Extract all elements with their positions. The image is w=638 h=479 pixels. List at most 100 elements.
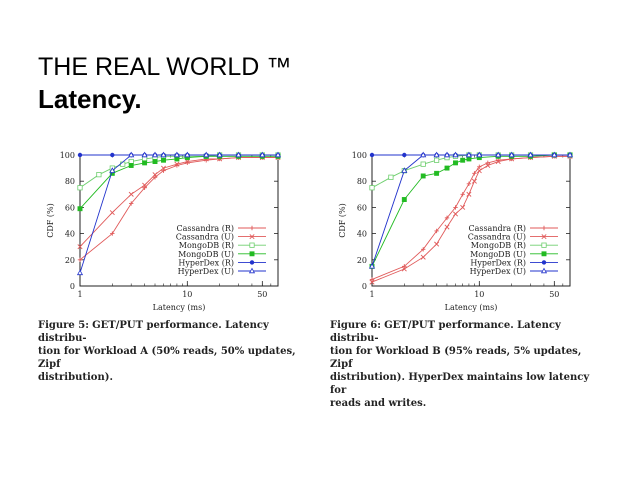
x-axis-label: Latency (ms) bbox=[153, 303, 206, 312]
y-tick-label: 60 bbox=[65, 203, 75, 212]
data-point-cassandra-r bbox=[466, 181, 472, 187]
x-tick-label: 1 bbox=[77, 290, 82, 299]
data-point-mongodb-u bbox=[142, 160, 148, 166]
figure-6-caption: Figure 6: GET/PUT performance. Latency d… bbox=[330, 319, 600, 410]
data-point-cassandra-r bbox=[77, 257, 83, 262]
y-tick-label: 60 bbox=[357, 203, 367, 212]
figure-6-label: Figure 6: bbox=[330, 320, 381, 331]
data-point-cassandra-r bbox=[142, 185, 147, 190]
data-point-cassandra-u bbox=[444, 224, 450, 230]
data-point-mongodb-u bbox=[152, 159, 158, 165]
legend-marker bbox=[541, 234, 547, 240]
legend-label: MongoDB (R) bbox=[179, 241, 234, 250]
figure-5-caption-line: distribution). bbox=[38, 372, 113, 383]
data-point-cassandra-u bbox=[485, 162, 491, 168]
data-point-mongodb-u bbox=[401, 197, 407, 202]
series-hyperdex-u bbox=[368, 151, 574, 269]
slide-title: THE REAL WORLD ™ bbox=[38, 53, 292, 81]
data-point-cassandra-u bbox=[434, 241, 440, 247]
legend-marker bbox=[541, 260, 547, 265]
data-point-cassandra-u bbox=[174, 161, 180, 167]
data-point-cassandra-r bbox=[161, 168, 166, 173]
legend-marker bbox=[248, 267, 256, 274]
data-point-cassandra-u bbox=[142, 182, 148, 188]
data-point-hyperdex-u bbox=[433, 151, 440, 158]
x-tick-label: 10 bbox=[182, 290, 192, 299]
data-point-hyperdex-u bbox=[160, 151, 167, 158]
data-point-cassandra-r bbox=[110, 231, 115, 236]
data-point-hyperdex-u bbox=[173, 151, 180, 158]
data-point-cassandra-u bbox=[460, 204, 466, 210]
data-point-hyperdex-u bbox=[128, 151, 135, 158]
figure-5-caption: Figure 5: GET/PUT performance. Latency d… bbox=[38, 319, 300, 384]
data-point-cassandra-r bbox=[485, 160, 491, 166]
data-point-mongodb-r bbox=[96, 172, 102, 178]
data-point-hyperdex-r bbox=[110, 152, 115, 158]
data-point-hyperdex-r bbox=[402, 152, 407, 158]
data-point-hyperdex-u bbox=[235, 151, 242, 158]
y-tick-label: 20 bbox=[357, 256, 367, 265]
data-point-mongodb-r bbox=[369, 185, 375, 191]
data-point-hyperdex-r bbox=[369, 152, 375, 158]
data-point-mongodb-u bbox=[434, 170, 440, 176]
y-tick-label: 100 bbox=[352, 151, 367, 160]
data-point-cassandra-r bbox=[402, 264, 407, 269]
data-point-cassandra-r bbox=[152, 175, 158, 180]
data-point-cassandra-u bbox=[369, 279, 375, 285]
data-point-hyperdex-u bbox=[203, 151, 210, 158]
data-point-mongodb-u bbox=[77, 206, 83, 212]
data-point-hyperdex-u bbox=[443, 151, 451, 158]
data-point-mongodb-r bbox=[388, 174, 394, 180]
legend-label: MongoDB (U) bbox=[470, 250, 526, 259]
latency-cdf-chart-workload-a: 0 20 40 60 80 100 1 10 50 Latency (ms) CDF (%) Cass… bbox=[46, 151, 282, 312]
data-point-cassandra-r bbox=[460, 192, 465, 197]
data-point-cassandra-r bbox=[129, 201, 134, 206]
data-point-cassandra-u bbox=[184, 159, 190, 165]
data-point-cassandra-u bbox=[471, 178, 477, 184]
figure-6-caption-line: GET/PUT performance. Latency distribu- bbox=[330, 320, 561, 344]
data-point-cassandra-r bbox=[472, 171, 477, 176]
legend-label: HyperDex (U) bbox=[470, 267, 526, 276]
legend-label: Cassandra (U) bbox=[468, 233, 526, 242]
legend: Cassandra (R)Cassandra (U)MongoDB (R)Mon… bbox=[176, 224, 266, 276]
figure-6-caption-line: reads and writes. bbox=[330, 398, 427, 409]
data-point-cassandra-u bbox=[420, 254, 426, 260]
data-point-mongodb-u bbox=[453, 160, 458, 166]
figure-6-caption-line: distribution). HyperDex maintains low la… bbox=[330, 372, 590, 396]
figure-5-label: Figure 5: bbox=[38, 320, 89, 331]
data-point-cassandra-r bbox=[369, 277, 375, 282]
data-point-hyperdex-r bbox=[77, 152, 83, 158]
data-point-cassandra-u bbox=[152, 172, 158, 178]
data-point-mongodb-u bbox=[174, 156, 180, 162]
data-point-hyperdex-u bbox=[420, 151, 427, 158]
y-tick-label: 40 bbox=[65, 230, 75, 239]
data-point-mongodb-r bbox=[420, 161, 426, 167]
legend-marker bbox=[249, 251, 255, 257]
legend-marker bbox=[541, 251, 547, 257]
data-point-hyperdex-u bbox=[527, 151, 534, 158]
legend-label: Cassandra (R) bbox=[176, 224, 234, 233]
data-point-mongodb-r bbox=[77, 185, 83, 191]
data-point-cassandra-u bbox=[476, 168, 482, 174]
data-point-hyperdex-u bbox=[368, 262, 376, 269]
y-tick-label: 100 bbox=[60, 151, 75, 160]
legend-label: HyperDex (R) bbox=[470, 258, 526, 267]
y-axis-label: CDF (%) bbox=[338, 203, 347, 237]
legend-label: HyperDex (R) bbox=[178, 258, 234, 267]
x-tick-label: 50 bbox=[257, 290, 267, 299]
legend-marker bbox=[249, 234, 255, 240]
data-point-mongodb-u bbox=[420, 173, 426, 179]
data-point-mongodb-u bbox=[466, 156, 472, 162]
data-point-cassandra-u bbox=[160, 165, 167, 171]
data-point-cassandra-u bbox=[466, 191, 472, 197]
data-point-hyperdex-u bbox=[216, 151, 223, 158]
slide-subtitle: Latency. bbox=[38, 84, 142, 114]
y-tick-label: 80 bbox=[65, 177, 75, 186]
legend: Cassandra (R)Cassandra (U)MongoDB (R)Mon… bbox=[468, 224, 558, 276]
figure-6-caption-line: tion for Workload B (95% reads, 5% updat… bbox=[330, 346, 582, 370]
figure-5-caption-line: tion for Workload A (50% reads, 50% upda… bbox=[38, 346, 296, 370]
data-point-mongodb-u bbox=[444, 165, 450, 171]
data-point-cassandra-r bbox=[477, 164, 482, 169]
data-point-cassandra-r bbox=[434, 228, 439, 234]
data-point-cassandra-r bbox=[453, 205, 458, 210]
